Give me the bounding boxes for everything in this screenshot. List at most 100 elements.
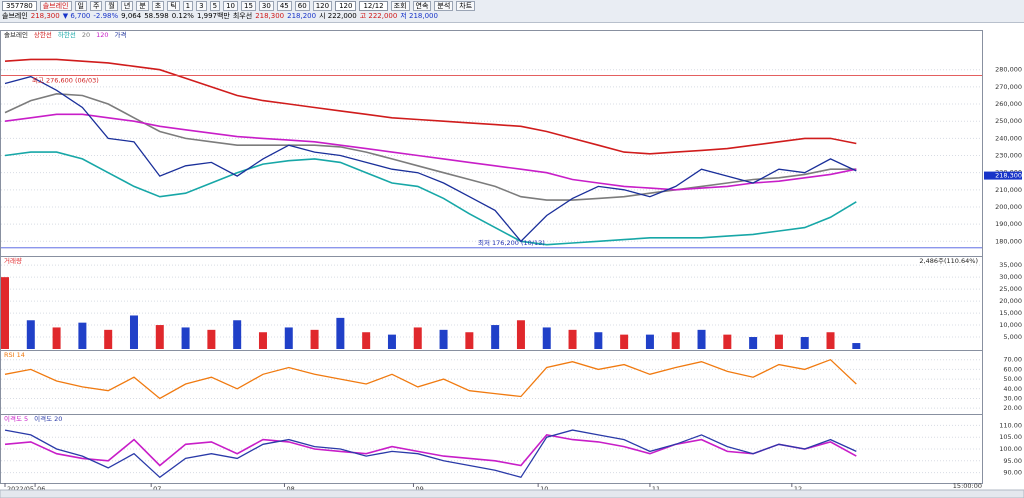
series-line xyxy=(4,429,857,479)
x-tick-label: 08 xyxy=(286,485,294,493)
last-price-marker xyxy=(984,171,1022,180)
y-tick-label: 90.00 xyxy=(1003,469,1022,477)
y-tick-label: 20,000 xyxy=(999,297,1022,305)
volume-bar xyxy=(439,329,448,349)
volume-bar xyxy=(52,327,61,349)
last-price-label: 218,300 xyxy=(995,172,1022,180)
x-tick-label: 06 xyxy=(37,485,45,493)
volume-bar xyxy=(826,332,835,349)
minute-button[interactable]: 15 xyxy=(241,1,256,11)
panel-title: 2,486주(110.64%) xyxy=(919,257,978,265)
legend-entry: 가격 xyxy=(115,30,127,39)
minute-button[interactable]: 60 xyxy=(294,1,310,11)
y-tick-label: 110.00 xyxy=(999,421,1022,429)
info-field: 솔브레인 xyxy=(2,12,28,20)
volume-bar xyxy=(723,334,732,349)
volume-bar xyxy=(697,329,706,349)
y-tick-label: 15,000 xyxy=(999,309,1022,317)
info-field: 고 222,000 xyxy=(359,12,398,20)
y-tick-label: 40.00 xyxy=(1003,385,1022,393)
volume-bar xyxy=(749,337,758,349)
x-tick-label: 07 xyxy=(153,485,161,493)
legend-entry: RSI 14 xyxy=(4,351,25,359)
volume-bar xyxy=(620,334,629,349)
volume-bar xyxy=(1,277,9,349)
volume-bar xyxy=(336,317,345,349)
action-button[interactable]: 연속 xyxy=(412,1,432,11)
y-tick-label: 20.00 xyxy=(1003,404,1022,412)
minute-button[interactable]: 45 xyxy=(276,1,292,11)
low-label: 최저 176,200 (10/13) xyxy=(478,238,545,247)
toolbar-row: 357780 솔브레인 일 주 월 년 분 초 틱 1 3 5 10 15 30 45 60 120 120 12/1… xyxy=(2,1,476,11)
info-field: 시 222,000 xyxy=(319,12,357,20)
period-button[interactable]: 틱 xyxy=(167,1,180,11)
series-line xyxy=(4,113,857,191)
volume-bar xyxy=(800,337,809,349)
y-tick-label: 260,000 xyxy=(995,100,1022,108)
toolbar: 357780 솔브레인 일 주 월 년 분 초 틱 1 3 5 10 15 30 45 60 120 120 12/1… xyxy=(0,0,1024,23)
panel-title: 솔브레인 xyxy=(4,30,28,39)
panel-frame xyxy=(0,30,983,257)
volume-bar xyxy=(542,327,551,349)
panel-frame xyxy=(0,414,983,484)
series-line xyxy=(4,92,857,201)
y-tick-label: 30.00 xyxy=(1003,394,1022,402)
minute-button[interactable]: 3 xyxy=(196,1,207,11)
info-field: 0.12% xyxy=(171,12,194,20)
period-button[interactable]: 년 xyxy=(120,1,134,11)
chart-area: 280,000 270,000 260,000 250,000 240,000 230,0… xyxy=(0,30,1024,498)
volume-bar xyxy=(362,332,371,349)
action-button[interactable]: 분석 xyxy=(434,1,454,11)
action-button[interactable]: 차트 xyxy=(456,1,476,11)
info-field: 58.598 xyxy=(144,12,169,20)
y-tick-label: 10,000 xyxy=(999,321,1022,329)
volume-bar xyxy=(645,334,654,349)
y-tick-label: 190,000 xyxy=(995,220,1022,228)
x-tick-label: 10 xyxy=(540,485,548,493)
volume-bar xyxy=(258,332,267,349)
date-input[interactable]: 12/12 xyxy=(359,1,388,11)
period-button[interactable]: 분 xyxy=(136,1,149,11)
legend-entry: 하한선 xyxy=(58,30,76,39)
y-tick-label: 100.00 xyxy=(999,445,1022,453)
count-input[interactable]: 120 xyxy=(335,1,357,11)
volume-bar xyxy=(104,329,113,349)
legend-entry: 이격도 5 xyxy=(4,414,28,423)
stock-name[interactable]: 솔브레인 xyxy=(39,1,72,11)
volume-bar xyxy=(181,327,190,349)
y-tick-label: 210,000 xyxy=(995,186,1022,194)
y-tick-label: 230,000 xyxy=(995,152,1022,160)
y-tick-label: 5,000 xyxy=(1003,333,1022,341)
minute-button[interactable]: 5 xyxy=(209,1,221,11)
info-field: 9,064 xyxy=(121,12,142,20)
legend-entry: 상한선 xyxy=(34,30,52,39)
y-tick-label: 240,000 xyxy=(995,134,1022,142)
y-tick-label: 60.00 xyxy=(1003,365,1022,373)
period-button[interactable]: 일 xyxy=(74,1,87,11)
period-button[interactable]: 월 xyxy=(105,1,118,11)
y-tick-label: 180,000 xyxy=(995,237,1022,245)
stock-code[interactable]: 357780 xyxy=(2,1,37,11)
volume-bar xyxy=(774,334,783,349)
minute-button[interactable]: 1 xyxy=(182,1,194,11)
series-line xyxy=(4,75,857,243)
info-field: 최우선 xyxy=(232,12,253,20)
y-tick-label: 270,000 xyxy=(995,83,1022,91)
series-line xyxy=(4,434,857,467)
info-field: -2.98% xyxy=(93,12,119,20)
volume-bar xyxy=(516,320,525,349)
info-field: 218,300 xyxy=(30,12,60,20)
volume-bar xyxy=(284,327,293,349)
period-button[interactable]: 주 xyxy=(89,1,103,11)
info-field: 218,300 xyxy=(255,12,285,20)
volume-bar xyxy=(568,329,577,349)
minute-button[interactable]: 30 xyxy=(258,1,274,11)
series-line xyxy=(4,151,857,246)
action-button[interactable]: 조회 xyxy=(390,1,410,11)
legend-entry: 이격도 20 xyxy=(34,414,62,423)
volume-bar xyxy=(594,332,603,349)
info-field: 218,200 xyxy=(287,12,317,20)
period-button[interactable]: 초 xyxy=(151,1,165,11)
minute-button[interactable]: 10 xyxy=(223,1,238,11)
minute-button[interactable]: 120 xyxy=(312,1,333,11)
